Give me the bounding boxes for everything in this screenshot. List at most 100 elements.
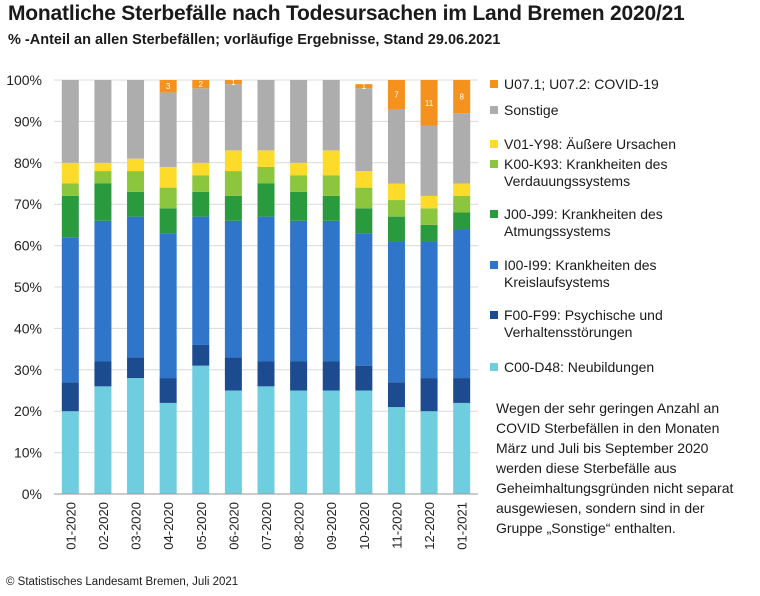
x-tick-label: 01-2020 [63, 502, 78, 550]
data-label: 11 [425, 99, 434, 108]
chart-subtitle: % -Anteil an allen Sterbefällen; vorläuf… [8, 32, 501, 48]
x-tick-label: 05-2020 [194, 502, 209, 550]
bar-segment [322, 80, 340, 151]
bar-segment [322, 175, 340, 196]
bar-segment [257, 361, 275, 387]
bar-segment [159, 92, 177, 167]
x-tick-label: 03-2020 [129, 502, 144, 550]
bar-segment [94, 162, 112, 172]
data-label: 1 [362, 82, 367, 91]
x-tick-label: 02-2020 [96, 502, 111, 550]
legend-label: U07.1; U07.2: COVID-19 [504, 76, 659, 92]
bar-segment [192, 365, 210, 494]
bar-segment [159, 208, 177, 234]
bar-segment [420, 241, 438, 379]
legend-label: I00-I99: Krankheiten des Kreislaufsystem… [504, 257, 657, 290]
bar-segment [453, 229, 471, 379]
x-tick-label: 04-2020 [161, 502, 176, 550]
bar-segment [387, 216, 405, 242]
bar-segment [192, 80, 210, 89]
bar-segment [192, 216, 210, 345]
bar-segment [387, 200, 405, 217]
bar-segment [387, 108, 405, 184]
source-credit: © Statistisches Landesamt Bremen, Juli 2… [6, 576, 239, 588]
legend-swatch [490, 363, 498, 371]
legend-label: K00-K93: Krankheiten des Verdauungssyste… [504, 156, 668, 189]
bar-segment [420, 378, 438, 412]
bar-segment [192, 162, 210, 176]
stacked-bar-chart: 0% 10% 20% 30% 40% 50% 60% 70% 80% 90% 100% 01-2020… [6, 72, 478, 550]
y-tick-label: 70% [14, 196, 42, 212]
legend-label: V01-Y98: Äußere Ursachen [504, 136, 676, 152]
bar-segment [420, 125, 438, 196]
legend-swatch [490, 80, 498, 88]
bar-segment [257, 80, 275, 151]
bar-segment [127, 378, 145, 494]
x-tick-label: 07-2020 [259, 502, 274, 550]
bar-segment [224, 195, 242, 221]
x-tick-label: 01-2021 [455, 502, 470, 550]
legend-swatch [490, 210, 498, 218]
x-tick-label: 08-2020 [292, 502, 307, 550]
bar-segment [355, 84, 373, 89]
bar-segment [387, 382, 405, 408]
bar-segment [159, 166, 177, 188]
legend-label: F00-F99: Psychische und Verhaltensstörun… [504, 307, 663, 340]
bar-segment [290, 162, 308, 176]
bar-segment [159, 402, 177, 494]
bar-segment [387, 407, 405, 494]
y-tick-label: 90% [14, 113, 42, 129]
bar-segment [257, 166, 275, 184]
bar-segment [355, 88, 373, 172]
bar-segment [61, 382, 79, 412]
x-tick-label: 11-2020 [389, 502, 404, 549]
bar-segment [127, 216, 145, 358]
bar-segment [322, 390, 340, 494]
bar-segment [224, 84, 242, 151]
bar-segment [127, 80, 145, 159]
bar-segment [94, 183, 112, 221]
bar-segment [127, 171, 145, 192]
bar-segment [127, 357, 145, 379]
y-tick-label: 80% [14, 155, 42, 171]
y-tick-label: 100% [6, 72, 42, 88]
bar-segment [420, 411, 438, 494]
bar-segment [453, 113, 471, 184]
x-tick-label: 10-2020 [357, 502, 372, 550]
bar-segment [257, 150, 275, 167]
legend-swatch [490, 261, 498, 269]
bar-segment [453, 212, 471, 230]
bar-segment [355, 171, 373, 188]
bar-segment [224, 220, 242, 358]
bar-segment [61, 237, 79, 383]
x-tick-label: 12-2020 [422, 502, 437, 550]
footnote: Wegen der sehr geringen Anzahl an COVID … [496, 400, 734, 536]
data-label: 1 [231, 78, 236, 87]
y-tick-label: 0% [22, 486, 42, 502]
y-tick-label: 10% [14, 445, 42, 461]
bar-segment [387, 80, 405, 109]
bar-segment [420, 80, 438, 126]
bar-segment [453, 80, 471, 114]
bar-segment [61, 80, 79, 163]
bar-segment [420, 195, 438, 209]
y-tick-label: 40% [14, 320, 42, 336]
data-label: 3 [166, 82, 171, 91]
bar-segment [94, 386, 112, 494]
bar-segment [257, 216, 275, 362]
bar-segment [355, 390, 373, 494]
bar-segment [453, 402, 471, 494]
bar-segment [387, 241, 405, 383]
bar-segment [290, 220, 308, 362]
bar-segment [127, 158, 145, 172]
y-tick-label: 60% [14, 238, 42, 254]
bar-segment [61, 183, 79, 196]
bar-segment [290, 390, 308, 494]
bar-segment [159, 378, 177, 403]
legend-label: Sonstige [504, 102, 559, 118]
bar-segment [159, 187, 177, 209]
y-tick-label: 20% [14, 403, 42, 419]
bar-segment [420, 208, 438, 225]
x-tick-label: 06-2020 [226, 502, 241, 550]
bar-segment [61, 195, 79, 238]
